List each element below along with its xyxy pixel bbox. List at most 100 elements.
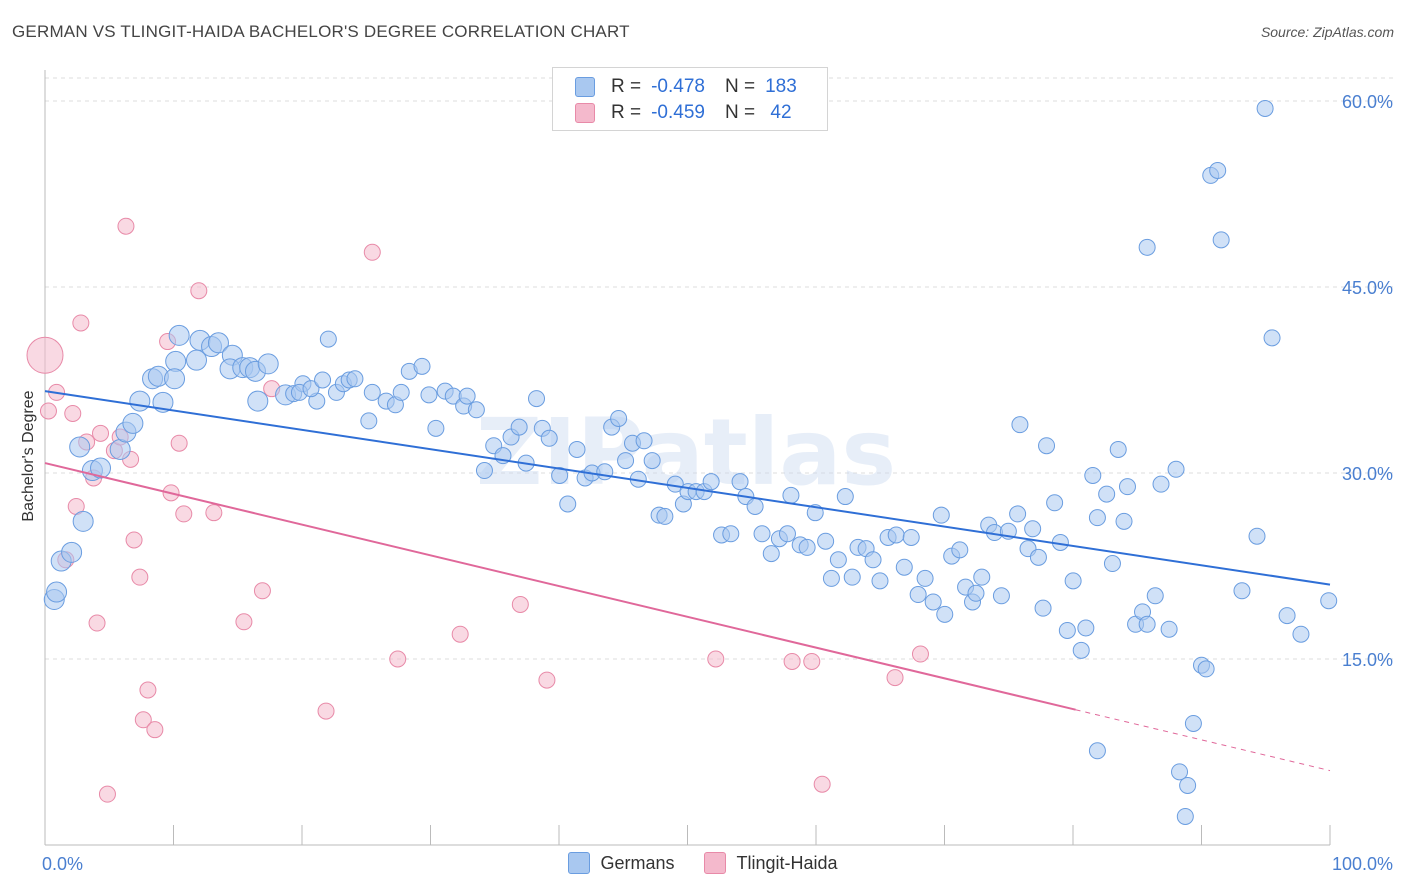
data-point xyxy=(1109,440,1127,458)
data-point xyxy=(451,625,469,643)
data-point xyxy=(967,584,985,602)
data-point xyxy=(389,650,407,668)
source-credit: Source: ZipAtlas.com xyxy=(1260,24,1394,40)
data-point xyxy=(803,652,821,670)
data-point xyxy=(924,593,942,611)
data-point xyxy=(363,243,381,261)
data-point xyxy=(69,436,91,458)
data-point xyxy=(1171,763,1189,781)
data-point xyxy=(72,314,90,332)
data-point xyxy=(1138,238,1156,256)
data-point xyxy=(1088,742,1106,760)
data-point xyxy=(1009,505,1027,523)
data-point xyxy=(139,681,157,699)
data-point xyxy=(895,558,913,576)
data-point xyxy=(596,463,614,481)
data-point xyxy=(1103,555,1121,573)
data-point xyxy=(1077,619,1095,637)
data-point xyxy=(656,507,674,525)
data-point xyxy=(134,711,152,729)
data-point xyxy=(1320,592,1338,610)
data-point xyxy=(117,217,135,235)
data-point xyxy=(1152,475,1170,493)
trend-lines xyxy=(44,390,1331,772)
data-point xyxy=(1024,520,1042,538)
data-point xyxy=(125,531,143,549)
data-point xyxy=(702,473,720,491)
data-point xyxy=(1118,478,1136,496)
data-point xyxy=(1197,660,1215,678)
data-point xyxy=(511,595,529,613)
series-germans xyxy=(43,99,1338,825)
data-point xyxy=(1278,607,1296,625)
data-point xyxy=(1058,621,1076,639)
data-point xyxy=(92,424,110,442)
tlingit-swatch xyxy=(575,103,595,123)
data-point xyxy=(817,532,835,550)
data-point xyxy=(26,336,64,374)
data-point xyxy=(1115,512,1133,530)
data-point xyxy=(909,586,927,604)
data-point xyxy=(1263,329,1281,347)
data-point xyxy=(932,506,950,524)
y-tick-label: 15.0% xyxy=(1342,650,1393,670)
data-point xyxy=(122,412,144,434)
data-point xyxy=(813,775,831,793)
x-tick-label: 0.0% xyxy=(42,854,83,874)
stats-legend: R = -0.478 N = 183 R = -0.459 N = 42 xyxy=(552,67,828,131)
data-point xyxy=(540,429,558,447)
germans-swatch xyxy=(575,77,595,97)
data-point xyxy=(722,525,740,543)
y-axis-title: Bachelor's Degree xyxy=(20,390,37,521)
data-point xyxy=(1167,460,1185,478)
data-point xyxy=(635,432,653,450)
data-point xyxy=(731,473,749,491)
data-point xyxy=(164,368,186,390)
data-point xyxy=(467,401,485,419)
data-point xyxy=(314,371,332,389)
data-point xyxy=(1256,99,1274,117)
data-point xyxy=(346,370,364,388)
y-tick-label: 30.0% xyxy=(1342,464,1393,484)
data-point xyxy=(72,510,94,532)
n-label: N = xyxy=(724,102,756,123)
data-point xyxy=(707,650,725,668)
data-point xyxy=(170,434,188,452)
data-point xyxy=(1088,509,1106,527)
data-point xyxy=(1184,714,1202,732)
data-point xyxy=(951,541,969,559)
data-point xyxy=(1248,527,1266,545)
data-point xyxy=(1160,620,1178,638)
y-tick-label: 45.0% xyxy=(1342,278,1393,298)
data-point xyxy=(98,785,116,803)
data-point xyxy=(146,721,164,739)
data-point xyxy=(559,495,577,513)
data-point xyxy=(753,525,771,543)
tick-labels: 15.0% 30.0% 45.0% 60.0% 0.0% 100.0% xyxy=(42,92,1393,874)
data-point xyxy=(1176,807,1194,825)
series-tlingit-haida xyxy=(26,217,929,803)
r-value: -0.478 xyxy=(651,76,705,97)
data-point xyxy=(1146,587,1164,605)
data-point xyxy=(551,466,569,484)
data-point xyxy=(190,282,208,300)
data-point xyxy=(617,452,635,470)
data-point xyxy=(829,551,847,569)
data-point xyxy=(510,418,528,436)
data-point xyxy=(1046,494,1064,512)
data-point xyxy=(973,568,991,586)
legend-row-germans: R = -0.478 N = 183 xyxy=(575,75,797,99)
legend-item-tlingit[interactable]: Tlingit-Haida xyxy=(704,852,838,874)
data-point xyxy=(319,330,337,348)
data-point xyxy=(46,581,68,603)
data-point xyxy=(363,383,381,401)
data-point xyxy=(778,525,796,543)
tlingit-label: Tlingit-Haida xyxy=(736,852,838,873)
data-point xyxy=(253,582,271,600)
data-point xyxy=(1292,625,1310,643)
germans-swatch xyxy=(568,852,591,874)
data-point xyxy=(247,390,269,412)
data-point xyxy=(458,387,476,405)
legend-item-germans[interactable]: Germans xyxy=(568,852,674,874)
y-tick-label: 60.0% xyxy=(1342,92,1393,112)
